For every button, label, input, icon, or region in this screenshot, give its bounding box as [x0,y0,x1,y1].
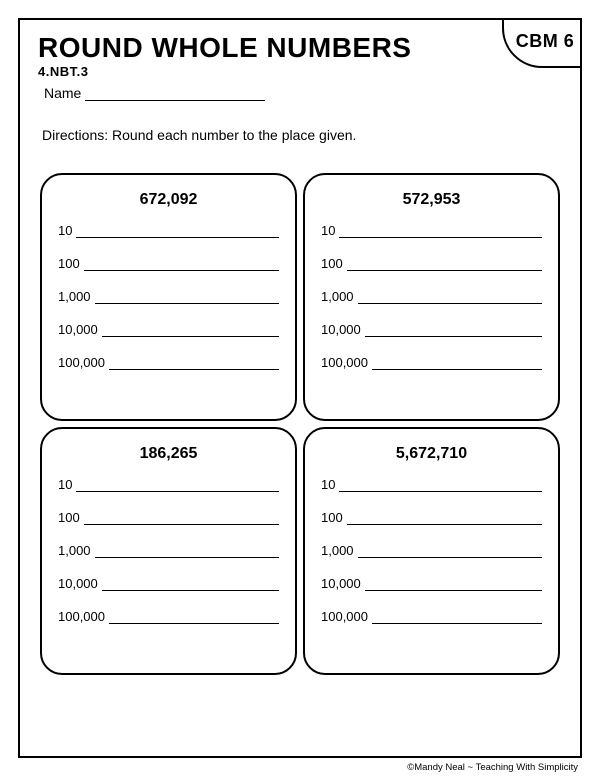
answer-row: 10,000 [58,576,279,591]
answer-row: 1,000 [58,543,279,558]
answer-row: 100 [58,256,279,271]
name-row: Name [38,85,562,101]
place-label: 10 [321,477,339,492]
answer-blank[interactable] [358,546,542,558]
place-label: 10,000 [321,322,365,337]
place-label: 100,000 [321,355,372,370]
answer-blank[interactable] [358,292,542,304]
place-label: 10,000 [58,576,102,591]
answer-blank[interactable] [95,292,279,304]
problem-card: 5,672,710 10 100 1,000 10,000 100,000 [303,427,560,675]
problem-card: 186,265 10 100 1,000 10,000 100,000 [40,427,297,675]
answer-blank[interactable] [95,546,279,558]
place-label: 100,000 [58,609,109,624]
problem-card: 572,953 10 100 1,000 10,000 100,000 [303,173,560,421]
place-label: 1,000 [321,289,358,304]
answer-blank[interactable] [347,513,542,525]
directions-text: Directions: Round each number to the pla… [38,127,562,143]
name-label: Name [44,85,81,101]
name-blank[interactable] [85,87,265,101]
answer-blank[interactable] [372,358,542,370]
answer-row: 10 [321,223,542,238]
answer-row: 100,000 [321,609,542,624]
answer-blank[interactable] [84,513,279,525]
answer-row: 100 [321,510,542,525]
place-label: 100 [58,510,84,525]
place-label: 100 [321,256,347,271]
answer-blank[interactable] [76,226,279,238]
place-label: 1,000 [58,543,95,558]
problem-card: 672,092 10 100 1,000 10,000 100,000 [40,173,297,421]
answer-blank[interactable] [102,325,279,337]
answer-row: 10 [58,477,279,492]
copyright-credit: ©Mandy Neal ~ Teaching With Simplicity [407,762,578,773]
standard-code: 4.NBT.3 [38,64,562,79]
answer-blank[interactable] [109,358,279,370]
place-label: 100 [58,256,84,271]
place-label: 100,000 [321,609,372,624]
answer-blank[interactable] [109,612,279,624]
answer-blank[interactable] [339,226,542,238]
answer-blank[interactable] [365,325,542,337]
answer-blank[interactable] [365,579,542,591]
answer-row: 100,000 [321,355,542,370]
answer-row: 10,000 [58,322,279,337]
answer-blank[interactable] [339,480,542,492]
answer-blank[interactable] [372,612,542,624]
problem-number: 672,092 [58,191,279,209]
problem-number: 572,953 [321,191,542,209]
problem-number: 186,265 [58,445,279,463]
answer-row: 100 [58,510,279,525]
answer-blank[interactable] [84,259,279,271]
place-label: 1,000 [321,543,358,558]
page-title: ROUND WHOLE NUMBERS [38,32,562,64]
answer-blank[interactable] [347,259,542,271]
place-label: 10,000 [58,322,102,337]
problem-grid: 672,092 10 100 1,000 10,000 100,000 572,… [38,173,562,675]
place-label: 100 [321,510,347,525]
answer-row: 100 [321,256,542,271]
place-label: 10 [58,223,76,238]
answer-row: 10 [58,223,279,238]
place-label: 10 [58,477,76,492]
badge-text: CBM 6 [516,31,575,52]
place-label: 1,000 [58,289,95,304]
page: CBM 6 ROUND WHOLE NUMBERS 4.NBT.3 Name D… [0,0,600,776]
worksheet-frame: CBM 6 ROUND WHOLE NUMBERS 4.NBT.3 Name D… [18,18,582,758]
place-label: 10,000 [321,576,365,591]
answer-row: 10,000 [321,576,542,591]
answer-row: 1,000 [321,289,542,304]
answer-row: 10 [321,477,542,492]
place-label: 10 [321,223,339,238]
answer-row: 10,000 [321,322,542,337]
answer-blank[interactable] [76,480,279,492]
answer-row: 100,000 [58,609,279,624]
answer-row: 1,000 [58,289,279,304]
place-label: 100,000 [58,355,109,370]
answer-row: 1,000 [321,543,542,558]
problem-number: 5,672,710 [321,445,542,463]
answer-blank[interactable] [102,579,279,591]
answer-row: 100,000 [58,355,279,370]
